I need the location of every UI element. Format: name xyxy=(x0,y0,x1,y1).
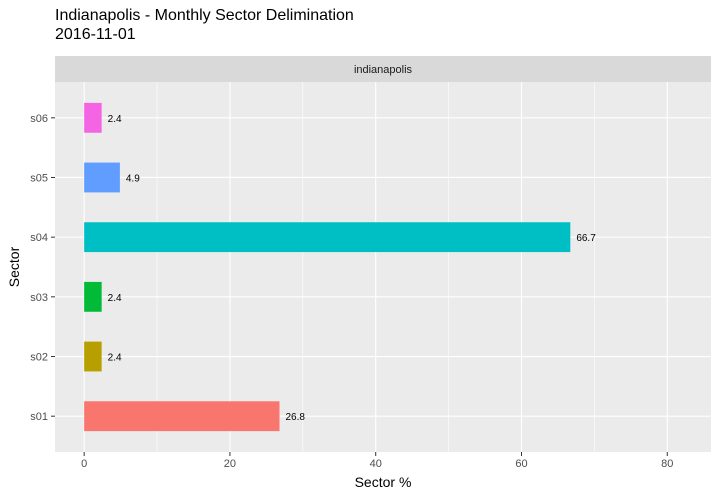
x-axis: 0 20 40 60 80 xyxy=(81,452,673,470)
bar-s01 xyxy=(84,401,280,432)
data-label-s03: 2.4 xyxy=(108,293,122,304)
data-label-s01: 26.8 xyxy=(285,412,305,423)
data-labels-group: 26.8 2.4 2.4 66.7 4.9 2.4 xyxy=(108,114,597,423)
y-tick-label-s02: s02 xyxy=(30,352,48,364)
data-label-s06: 2.4 xyxy=(108,114,122,125)
major-gridlines xyxy=(55,82,711,452)
bar-s03 xyxy=(84,281,102,312)
bar-s02 xyxy=(84,341,102,372)
minor-gridlines xyxy=(156,82,595,452)
bars-group xyxy=(84,102,571,432)
x-tick-label: 80 xyxy=(661,458,673,470)
y-axis-title: Sector xyxy=(6,246,22,287)
bar-s04 xyxy=(84,222,571,253)
bar-s06 xyxy=(84,102,102,133)
x-tick-label: 60 xyxy=(515,458,527,470)
x-tick-label: 40 xyxy=(370,458,382,470)
facet-strip-label: indianapolis xyxy=(354,64,413,76)
y-tick-label-s01: s01 xyxy=(30,411,48,423)
y-tick-label-s03: s03 xyxy=(30,292,48,304)
y-tick-label-s05: s05 xyxy=(30,172,48,184)
chart-subtitle: 2016-11-01 xyxy=(55,26,136,43)
y-axis: s01 s02 s03 s04 s05 s06 xyxy=(30,113,55,423)
plot-panel xyxy=(55,82,711,452)
y-tick-label-s04: s04 xyxy=(30,232,48,244)
data-label-s05: 4.9 xyxy=(126,173,140,184)
bar-s05 xyxy=(84,162,120,193)
x-tick-label: 0 xyxy=(81,458,87,470)
y-tick-label-s06: s06 xyxy=(30,113,48,125)
data-label-s02: 2.4 xyxy=(108,353,122,364)
data-label-s04: 66.7 xyxy=(576,233,596,244)
chart-title: Indianapolis - Monthly Sector Deliminati… xyxy=(55,7,354,24)
facet-strip xyxy=(55,56,711,82)
x-tick-label: 20 xyxy=(224,458,236,470)
x-axis-title: Sector % xyxy=(355,474,412,490)
